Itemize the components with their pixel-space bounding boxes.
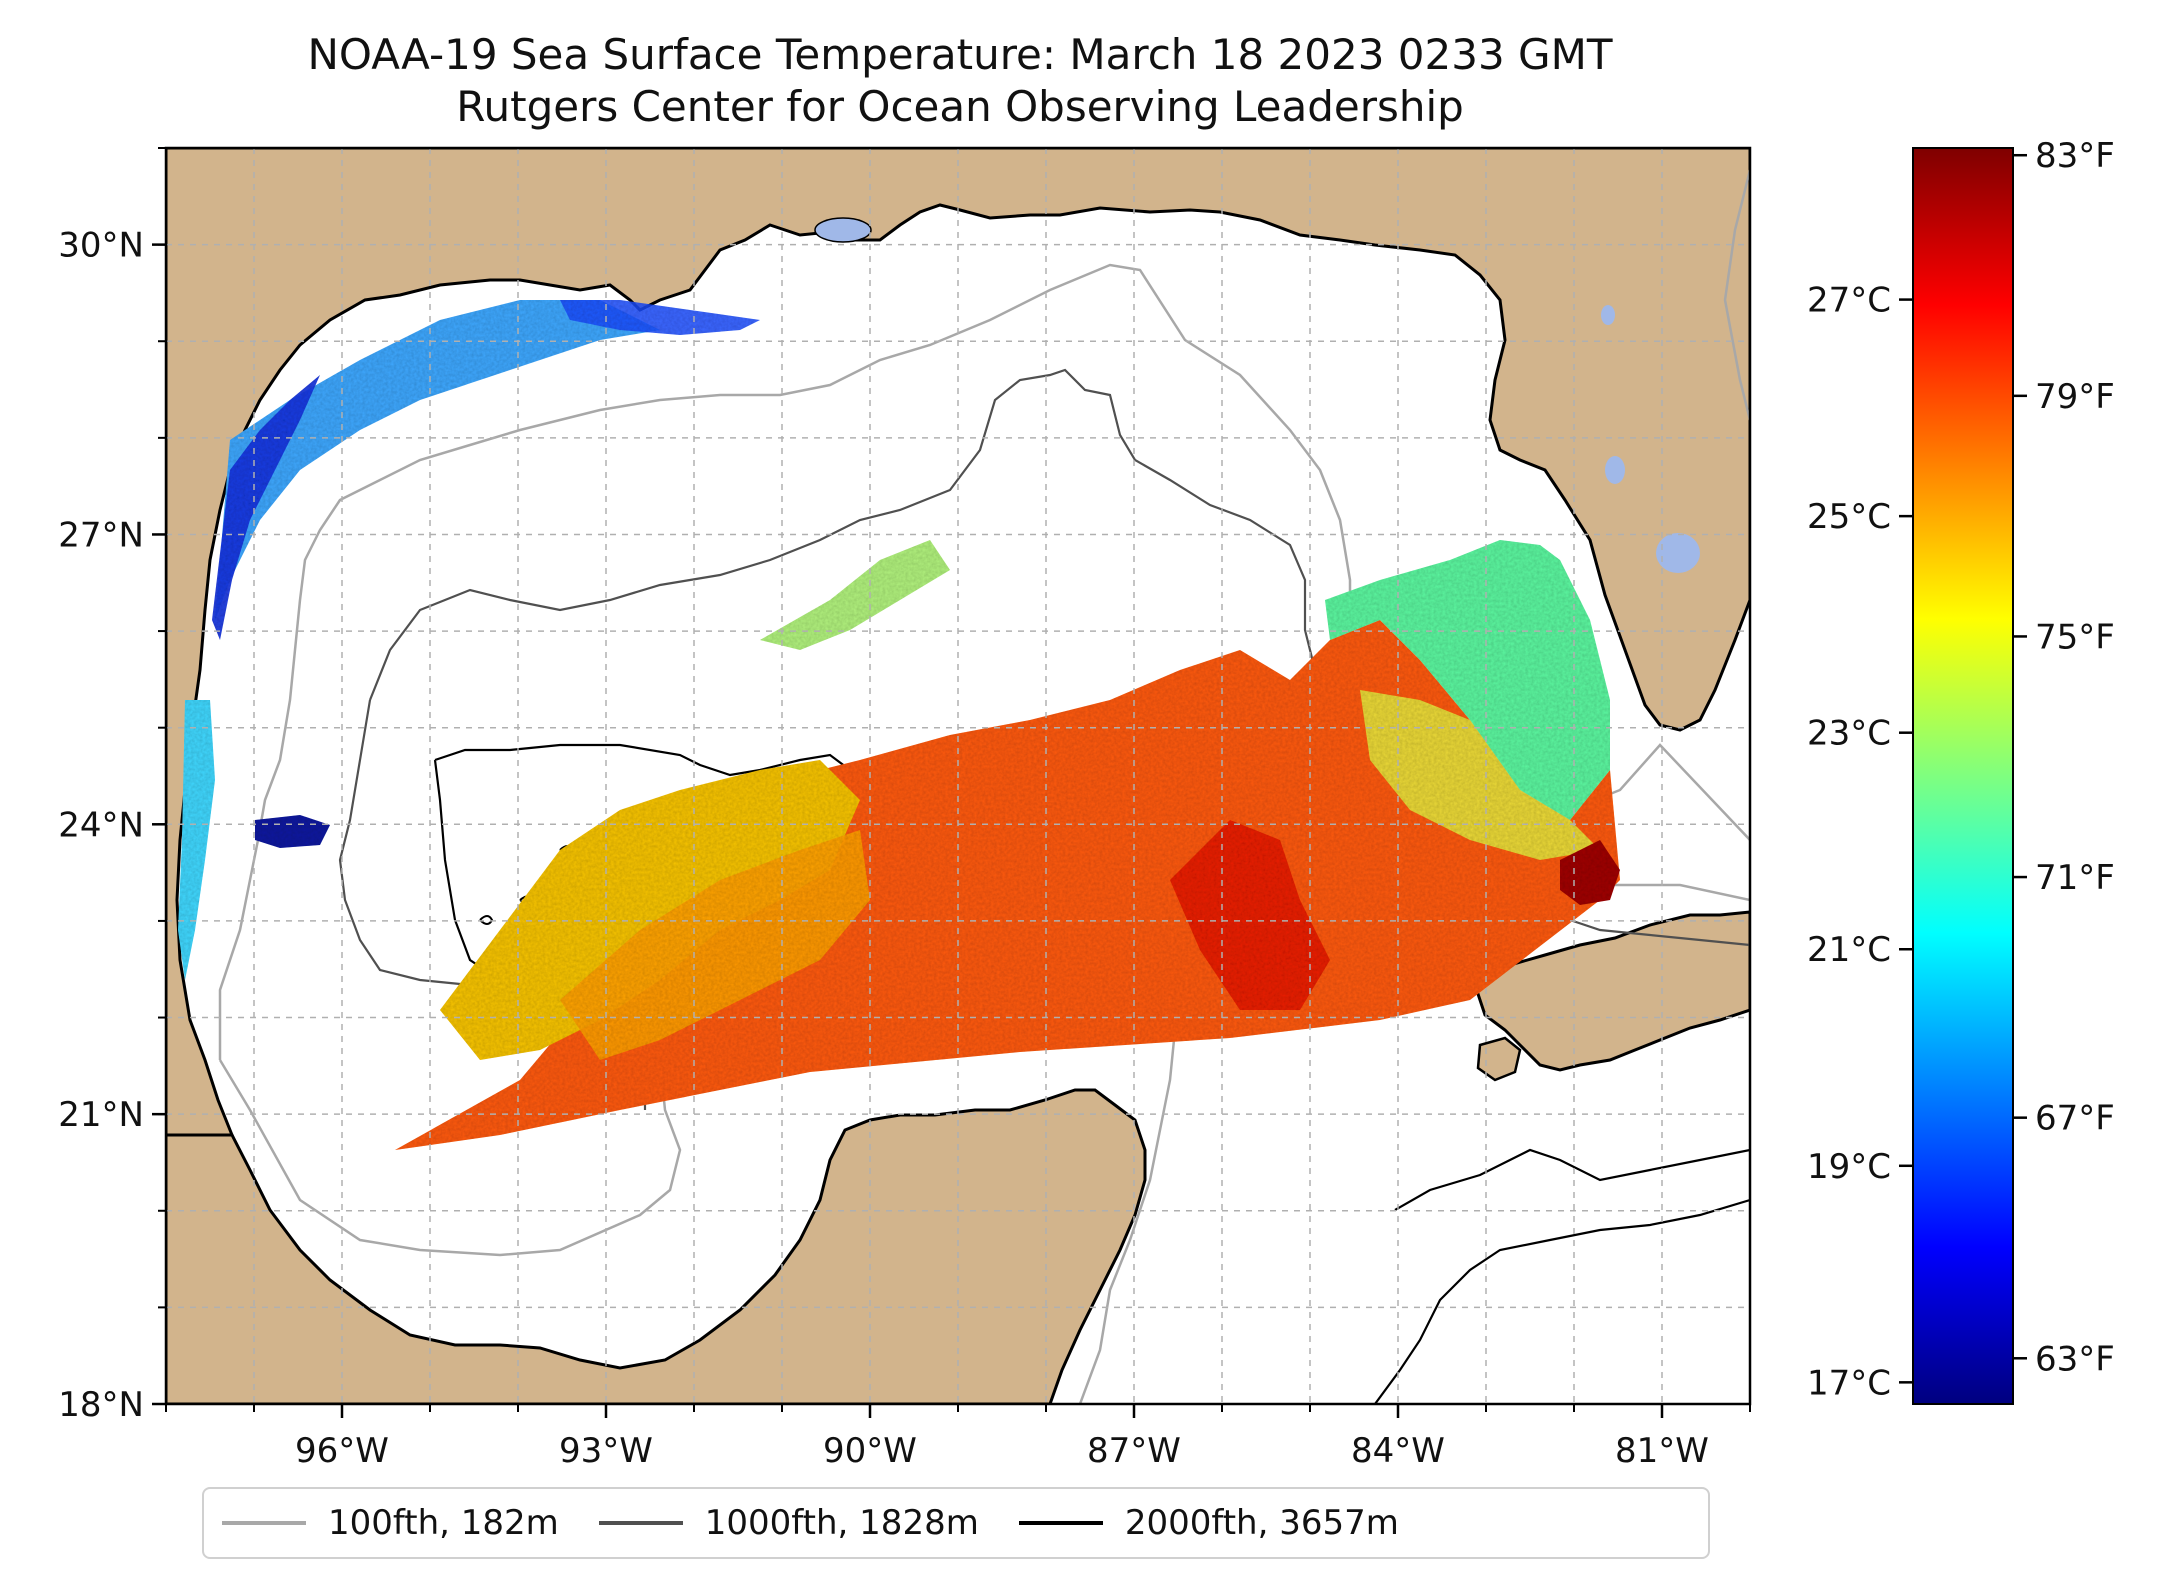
legend-item-100fth: 100fth, 182m	[222, 1503, 559, 1543]
legend-swatch-100fth	[222, 1521, 306, 1525]
figure-title: NOAA-19 Sea Surface Temperature: March 1…	[307, 30, 1613, 79]
contour-legend: 100fth, 182m 1000fth, 1828m 2000fth, 365…	[202, 1487, 1710, 1559]
sst-swath-east-green	[1325, 540, 1610, 820]
land-mexico	[166, 1088, 1147, 1404]
sst-swath-east-yellow	[1360, 690, 1600, 860]
colorbar-celsius-label: 17°C	[1807, 1363, 1891, 1403]
lon-tick-label: 81°W	[1615, 1431, 1709, 1471]
legend-swatch-1000fth	[598, 1521, 683, 1525]
lat-tick-label: 18°N	[58, 1385, 144, 1425]
colorbar-gradient	[1912, 147, 2014, 1405]
colorbar-celsius-label: 27°C	[1807, 281, 1891, 321]
colorbar-fahrenheit-label: 67°F	[2035, 1099, 2115, 1139]
lake-okeechobee	[1656, 533, 1700, 573]
sst-swath-orange	[560, 830, 870, 1060]
legend-label-1000fth: 1000fth, 1828m	[704, 1503, 979, 1543]
lon-tick-label: 84°W	[1351, 1431, 1445, 1471]
sst-swath-warmest	[1170, 820, 1330, 1010]
legend-item-1000fth: 1000fth, 1828m	[598, 1503, 979, 1543]
sst-swath-sw-cyan	[178, 700, 215, 980]
legend-label-2000fth: 2000fth, 3657m	[1124, 1503, 1399, 1543]
colorbar-celsius-label: 23°C	[1807, 714, 1891, 754]
lon-tick-label: 93°W	[559, 1431, 653, 1471]
sst-swath-la-coast	[560, 300, 760, 335]
sst-swath-texas-coast	[212, 375, 320, 640]
colorbar-fahrenheit-label: 83°F	[2035, 136, 2115, 176]
colorbar-celsius-label: 25°C	[1807, 497, 1891, 537]
sst-swath-yellow	[440, 760, 860, 1060]
lake-pontchartrain	[814, 217, 872, 243]
lat-tick-label: 24°N	[58, 805, 144, 845]
land-isla-juventud	[1476, 1036, 1522, 1082]
lake-florida-2	[1605, 456, 1625, 484]
sst-swath-texas-cool	[215, 300, 660, 620]
sst-swath-keys-red	[1560, 840, 1620, 905]
lon-tick-label: 87°W	[1087, 1431, 1181, 1471]
lake-florida-3	[1601, 305, 1615, 325]
sst-swath-sw-navy	[255, 815, 330, 848]
lat-tick-label: 27°N	[58, 515, 144, 555]
map-axes: 96°W 93°W 90°W 87°W 84°W 81°W 30°N 27°N 24°N 21°N…	[58, 147, 1751, 1471]
sst-swath-central-green	[760, 540, 950, 650]
graticule	[166, 148, 1750, 1404]
sst-data-layer	[178, 300, 1620, 1150]
lon-tick-label: 96°W	[295, 1431, 389, 1471]
colorbar-fahrenheit-label: 79°F	[2035, 377, 2115, 417]
colorbar-fahrenheit-label: 75°F	[2035, 617, 2115, 657]
land-north-america	[166, 148, 1750, 1137]
land-cuba	[1473, 910, 1750, 1072]
legend-swatch-2000fth	[1018, 1521, 1103, 1525]
colorbar-ticks: 17°C 19°C 21°C 23°C 25°C 27°C 63°F 67°F 71°F 75°F…	[1807, 136, 2115, 1403]
colorbar: 17°C 19°C 21°C 23°C 25°C 27°C 63°F 67°F 71°F 75°F…	[1807, 136, 2115, 1405]
lat-tick-label: 30°N	[58, 226, 144, 266]
colorbar-fahrenheit-label: 71°F	[2035, 858, 2115, 898]
colorbar-fahrenheit-label: 63°F	[2035, 1339, 2115, 1379]
legend-item-2000fth: 2000fth, 3657m	[1018, 1503, 1399, 1543]
lon-tick-label: 90°W	[823, 1431, 917, 1471]
figure-subtitle: Rutgers Center for Ocean Observing Leade…	[456, 82, 1464, 131]
colorbar-celsius-label: 19°C	[1807, 1147, 1891, 1187]
legend-label-100fth: 100fth, 182m	[328, 1503, 559, 1543]
colorbar-celsius-label: 21°C	[1807, 930, 1891, 970]
lat-tick-label: 21°N	[58, 1095, 144, 1135]
